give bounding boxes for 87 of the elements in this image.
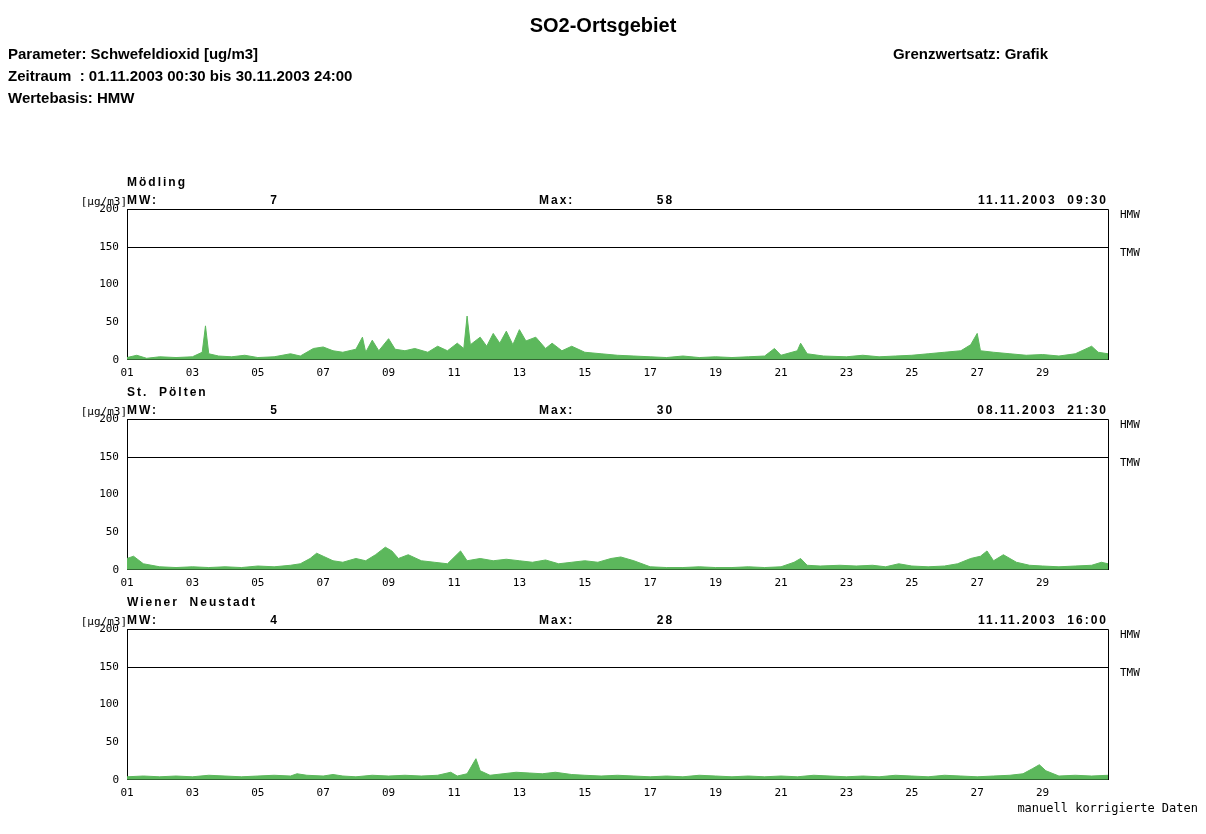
text: Max: bbox=[539, 613, 575, 627]
text: 30 bbox=[656, 403, 675, 417]
x-tick-label: 15 bbox=[578, 366, 592, 380]
x-tick-label: 21 bbox=[774, 576, 788, 590]
text: HMW bbox=[1120, 417, 1141, 431]
x-tick-label: 09 bbox=[381, 576, 396, 590]
y-tick-label: 50 bbox=[105, 734, 119, 748]
ref-line-label: TMW bbox=[1120, 246, 1141, 260]
y-tick-label: 150 bbox=[99, 449, 119, 463]
x-tick-label: 03 bbox=[185, 786, 200, 800]
y-tick-label: 100 bbox=[99, 487, 119, 501]
y-tick-label: 0 bbox=[112, 352, 119, 366]
x-tick-label: 23 bbox=[839, 576, 854, 590]
text: SO2-Ortsgebiet bbox=[528, 13, 678, 37]
x-tick-label: 13 bbox=[512, 576, 527, 590]
x-tick-label: 11 bbox=[447, 786, 461, 800]
x-tick-label: 05 bbox=[251, 576, 265, 590]
x-tick-label: 29 bbox=[1035, 576, 1050, 590]
x-tick-label: 17 bbox=[643, 366, 657, 380]
x-tick-label: 13 bbox=[512, 786, 527, 800]
x-tick-label: 27 bbox=[970, 366, 984, 380]
x-tick-label: 01 bbox=[120, 786, 134, 800]
text: HMW bbox=[1120, 207, 1141, 221]
text: manuell korrigierte Daten bbox=[1017, 801, 1198, 815]
x-tick-label: 19 bbox=[708, 576, 723, 590]
x-tick-label: 11 bbox=[447, 366, 461, 380]
text: 5 bbox=[270, 403, 279, 417]
text: HMW bbox=[1120, 627, 1141, 641]
x-tick-label: 21 bbox=[774, 366, 788, 380]
x-tick-label: 05 bbox=[251, 366, 265, 380]
text: MW: bbox=[127, 403, 159, 417]
x-tick-label: 21 bbox=[774, 786, 788, 800]
x-tick-label: 23 bbox=[839, 366, 854, 380]
x-tick-label: 29 bbox=[1035, 366, 1050, 380]
x-tick-label: 25 bbox=[905, 786, 919, 800]
x-tick-label: 27 bbox=[970, 786, 984, 800]
ref-line-label: TMW bbox=[1120, 456, 1141, 470]
x-tick-label: 27 bbox=[970, 576, 984, 590]
text: 7 bbox=[270, 193, 279, 207]
x-tick-label: 17 bbox=[643, 786, 657, 800]
text: MW: bbox=[127, 613, 159, 627]
y-tick-label: 150 bbox=[99, 659, 119, 673]
x-tick-label: 15 bbox=[578, 786, 592, 800]
text: Zeitraum : 01.11.2003 00:30 bis 30.11.2003 24:00 bbox=[8, 67, 354, 84]
text: Grenzwertsatz: Grafik bbox=[892, 45, 1048, 62]
text: 58 bbox=[656, 193, 675, 207]
x-tick-label: 15 bbox=[578, 576, 592, 590]
y-tick-label: 150 bbox=[99, 239, 119, 253]
y-tick-label: 0 bbox=[112, 562, 119, 576]
x-tick-label: 07 bbox=[316, 366, 330, 380]
x-tick-label: 23 bbox=[839, 786, 854, 800]
text: 4 bbox=[270, 613, 279, 627]
x-tick-label: 11 bbox=[447, 576, 461, 590]
text: 28 bbox=[656, 613, 675, 627]
chart-title: St. Pölten bbox=[127, 385, 208, 399]
y-tick-label: 50 bbox=[105, 314, 119, 328]
x-tick-label: 01 bbox=[120, 366, 134, 380]
text: 11.11.2003 09:30 bbox=[977, 193, 1108, 207]
y-tick-label: 100 bbox=[99, 277, 119, 291]
x-tick-label: 03 bbox=[185, 366, 200, 380]
text: 11.11.2003 16:00 bbox=[977, 613, 1108, 627]
x-tick-label: 03 bbox=[185, 576, 200, 590]
y-tick-label: 50 bbox=[105, 524, 119, 538]
x-tick-label: 25 bbox=[905, 366, 919, 380]
chart-title: Mödling bbox=[127, 175, 187, 189]
x-tick-label: 09 bbox=[381, 366, 396, 380]
x-tick-label: 09 bbox=[381, 786, 396, 800]
x-tick-label: 19 bbox=[708, 366, 723, 380]
chart-title: Wiener Neustadt bbox=[127, 595, 257, 609]
x-tick-label: 07 bbox=[316, 786, 330, 800]
x-tick-label: 25 bbox=[905, 576, 919, 590]
text: Parameter: Schwefeldioxid [ug/m3] bbox=[8, 45, 259, 62]
y-tick-label: 0 bbox=[112, 772, 119, 786]
x-tick-label: 29 bbox=[1035, 786, 1050, 800]
text: MW: bbox=[127, 193, 159, 207]
x-tick-label: 05 bbox=[251, 786, 265, 800]
x-tick-label: 01 bbox=[120, 576, 134, 590]
x-tick-label: 07 bbox=[316, 576, 330, 590]
x-tick-label: 19 bbox=[708, 786, 723, 800]
x-tick-label: 13 bbox=[512, 366, 527, 380]
text: Wertebasis: HMW bbox=[8, 89, 136, 106]
text: 08.11.2003 21:30 bbox=[977, 403, 1108, 417]
text: Max: bbox=[539, 193, 575, 207]
x-tick-label: 17 bbox=[643, 576, 657, 590]
text: Max: bbox=[539, 403, 575, 417]
y-tick-label: 100 bbox=[99, 697, 119, 711]
ref-line-label: TMW bbox=[1120, 666, 1141, 680]
